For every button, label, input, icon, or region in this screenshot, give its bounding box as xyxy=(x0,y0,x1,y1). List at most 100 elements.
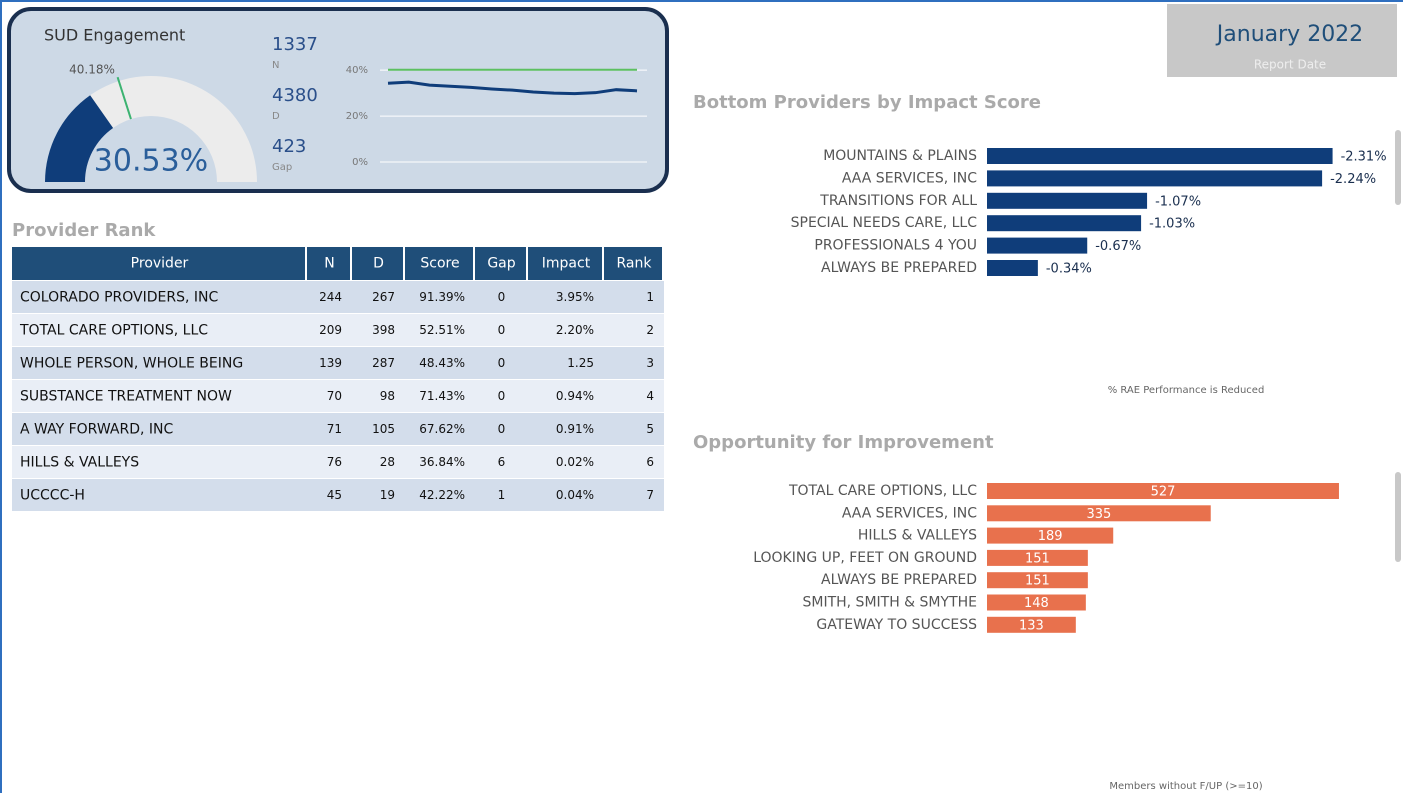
table-cell: 4 xyxy=(646,389,654,403)
table-cell: 6 xyxy=(646,455,654,469)
data-label: 335 xyxy=(1086,507,1111,522)
date-card xyxy=(1167,4,1397,77)
table-cell: 0 xyxy=(498,422,506,436)
y-tick-label: 40% xyxy=(346,65,368,76)
bar xyxy=(987,483,1339,499)
bar xyxy=(987,616,1076,633)
table-cell: 19 xyxy=(380,488,395,502)
gauge-value xyxy=(45,95,114,182)
bar xyxy=(987,192,1148,209)
report-month: January 2022 xyxy=(1215,22,1363,47)
gauge-target xyxy=(116,76,132,120)
data-label: -2.24% xyxy=(1330,172,1376,187)
table-cell: 48.43% xyxy=(419,356,465,370)
table-cell: 1.25 xyxy=(567,356,594,370)
table-header: Score xyxy=(420,256,459,272)
table-cell: 76 xyxy=(327,455,342,469)
table-cell: 1 xyxy=(646,290,654,304)
bar xyxy=(987,505,1211,522)
table-header: Rank xyxy=(617,256,653,272)
table-header-cell xyxy=(604,247,662,280)
table-row xyxy=(12,314,664,346)
engagement-card xyxy=(7,7,669,193)
table-cell: 209 xyxy=(319,323,342,337)
table-cell: 105 xyxy=(372,422,395,436)
category-label: MOUNTAINS & PLAINS xyxy=(823,148,977,164)
bar xyxy=(987,215,1142,232)
data-label: 133 xyxy=(1019,618,1044,633)
category-label: SPECIAL NEEDS CARE, LLC xyxy=(791,215,978,231)
table-cell: COLORADO PROVIDERS, INC xyxy=(20,290,218,306)
scrollbar xyxy=(1395,472,1401,562)
table-cell: 5 xyxy=(646,422,654,436)
category-label: PROFESSIONALS 4 YOU xyxy=(814,238,977,254)
data-label: -0.67% xyxy=(1095,239,1141,254)
table-header: Gap xyxy=(487,256,515,272)
data-label: -2.31% xyxy=(1341,150,1387,165)
data-label: 151 xyxy=(1025,551,1050,566)
data-label: -0.34% xyxy=(1046,262,1092,277)
category-label: AAA SERVICES, INC xyxy=(842,505,977,521)
table-cell: WHOLE PERSON, WHOLE BEING xyxy=(20,356,243,372)
data-label: 151 xyxy=(1025,574,1050,589)
table-header: Provider xyxy=(131,256,189,272)
category-label: ALWAYS BE PREPARED xyxy=(821,572,977,588)
table-cell: 0.02% xyxy=(556,455,594,469)
table-cell: 3.95% xyxy=(556,290,594,304)
table-header-cell xyxy=(405,247,473,280)
x-axis-label: % RAE Performance is Reduced xyxy=(1108,385,1265,396)
category-label: LOOKING UP, FEET ON GROUND xyxy=(753,550,977,566)
table-cell: 71.43% xyxy=(419,389,465,403)
data-label: -1.07% xyxy=(1155,194,1201,209)
table-row xyxy=(12,380,664,412)
category-label: HILLS & VALLEYS xyxy=(858,528,977,544)
kpi-label: Gap xyxy=(272,162,292,173)
table-cell: A WAY FORWARD, INC xyxy=(20,422,173,438)
table-header-cell xyxy=(352,247,403,280)
chart-title: Opportunity for Improvement xyxy=(693,432,994,453)
gauge-target-label: 40.18% xyxy=(69,63,115,77)
data-label: 527 xyxy=(1151,485,1176,500)
table-cell: 67.62% xyxy=(419,422,465,436)
scrollbar xyxy=(1395,130,1401,205)
y-tick-label: 20% xyxy=(346,111,368,122)
chart-title: Bottom Providers by Impact Score xyxy=(693,92,1041,113)
table-header-cell xyxy=(475,247,526,280)
bar xyxy=(987,549,1088,566)
table-cell: HILLS & VALLEYS xyxy=(20,455,139,471)
x-axis-label: Members without F/UP (>=10) xyxy=(1109,781,1262,792)
table-header-cell xyxy=(12,247,305,280)
table-cell: 2.20% xyxy=(556,323,594,337)
table-cell: 398 xyxy=(372,323,395,337)
table-cell: 42.22% xyxy=(419,488,465,502)
kpi-value: 423 xyxy=(272,136,306,157)
kpi-value: 4380 xyxy=(272,85,318,106)
table-cell: TOTAL CARE OPTIONS, LLC xyxy=(19,323,208,339)
table-cell: 71 xyxy=(327,422,342,436)
table-header: D xyxy=(373,256,384,272)
table-cell: 0.94% xyxy=(556,389,594,403)
table-cell: 244 xyxy=(319,290,342,304)
bar xyxy=(987,237,1088,254)
bar xyxy=(987,170,1323,187)
table-cell: 1 xyxy=(498,488,506,502)
table-cell: 2 xyxy=(646,323,654,337)
data-label: 148 xyxy=(1024,596,1049,611)
bar xyxy=(987,594,1086,611)
report-date-label: Report Date xyxy=(1254,58,1326,72)
y-tick-label: 0% xyxy=(352,157,368,168)
table-row xyxy=(12,413,664,445)
data-label: -1.03% xyxy=(1149,217,1195,232)
data-label: 189 xyxy=(1038,529,1063,544)
table-header: Impact xyxy=(542,256,591,272)
card-title: SUD Engagement xyxy=(44,26,185,45)
table-cell: 70 xyxy=(327,389,342,403)
table-row xyxy=(12,347,664,379)
gauge-value-label: 30.53% xyxy=(94,144,208,179)
table-cell: UCCCC-H xyxy=(20,488,85,504)
table-cell: 139 xyxy=(319,356,342,370)
table-row xyxy=(12,281,664,313)
bar xyxy=(987,527,1114,544)
